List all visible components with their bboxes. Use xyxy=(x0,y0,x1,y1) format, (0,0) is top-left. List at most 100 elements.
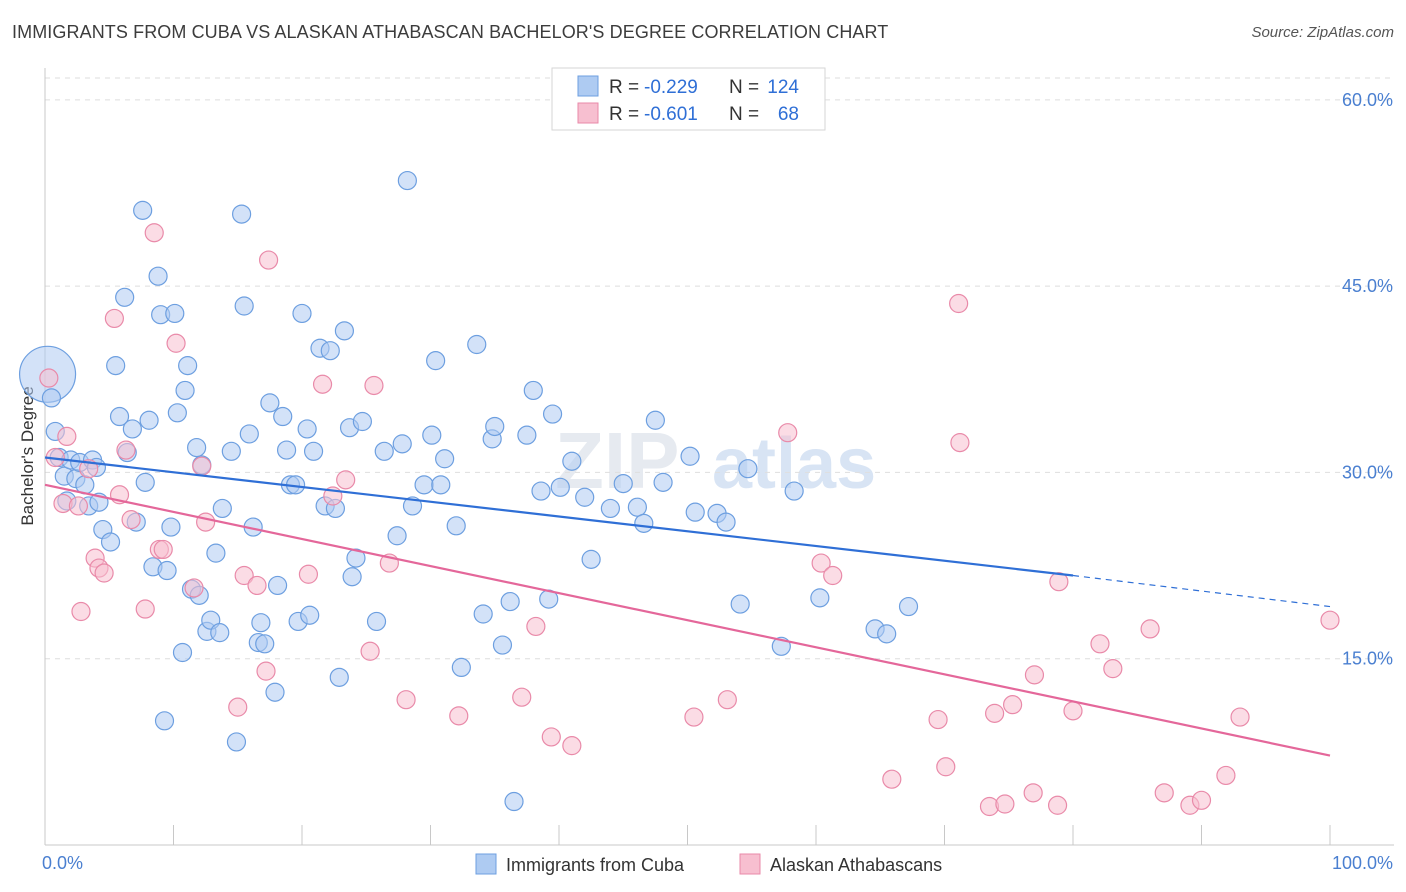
data-point xyxy=(178,356,198,376)
data-point xyxy=(1049,572,1069,592)
data-point xyxy=(166,333,186,353)
y-tick-label: 30.0% xyxy=(1342,462,1393,482)
data-point xyxy=(115,287,135,307)
data-point xyxy=(122,419,142,439)
series-legend: Immigrants from Cuba Alaskan Athabascans xyxy=(475,853,942,875)
data-point xyxy=(1191,790,1212,810)
bottom-legend-swatch-athabascan xyxy=(739,853,761,875)
data-point xyxy=(1216,765,1236,786)
data-point xyxy=(985,703,1005,723)
data-point xyxy=(451,657,471,678)
bottom-legend-label-cuba: Immigrants from Cuba xyxy=(506,855,685,875)
data-point xyxy=(531,481,551,501)
data-point xyxy=(256,661,276,681)
data-point xyxy=(485,416,505,437)
axes xyxy=(44,68,1394,846)
data-point xyxy=(104,308,124,329)
data-point xyxy=(1103,659,1123,679)
data-point xyxy=(226,732,247,752)
data-point xyxy=(232,204,252,224)
watermark: ZIP atlas xyxy=(555,416,876,505)
data-point xyxy=(221,441,241,461)
trend-line-cuba xyxy=(44,456,1074,577)
data-point xyxy=(936,757,956,777)
data-point xyxy=(684,707,704,727)
data-point xyxy=(1230,707,1250,727)
data-point xyxy=(71,601,91,622)
data-point xyxy=(206,543,226,563)
data-point xyxy=(449,706,469,726)
data-point xyxy=(1003,695,1023,715)
data-point xyxy=(882,769,902,789)
data-point xyxy=(267,575,288,596)
data-point xyxy=(154,711,175,731)
data-point xyxy=(148,266,168,286)
data-point xyxy=(950,433,970,453)
data-point xyxy=(778,423,798,443)
data-point xyxy=(784,481,804,501)
data-point xyxy=(1140,619,1160,639)
data-point xyxy=(1023,783,1043,803)
data-point xyxy=(135,472,155,492)
data-point xyxy=(258,250,279,270)
chart-source: Source: ZipAtlas.com xyxy=(1251,24,1394,41)
data-point xyxy=(738,459,758,479)
data-point xyxy=(645,410,665,430)
data-point xyxy=(928,709,948,730)
data-point xyxy=(292,303,312,324)
series-layer xyxy=(18,170,1340,817)
data-point xyxy=(228,697,248,717)
data-point xyxy=(265,682,285,702)
legend-swatch-athabascan xyxy=(577,102,599,124)
data-point xyxy=(541,727,561,747)
data-point xyxy=(239,424,259,444)
chart-title: IMMIGRANTS FROM CUBA VS ALASKAN ATHABASC… xyxy=(12,22,889,42)
data-point xyxy=(504,791,524,812)
data-point xyxy=(94,563,114,583)
data-point xyxy=(157,560,177,581)
data-point xyxy=(627,497,647,517)
data-point xyxy=(260,393,280,413)
data-point xyxy=(467,334,487,355)
data-point xyxy=(320,341,340,361)
data-point xyxy=(542,404,563,424)
correlation-legend: R = -0.229 N = 124 R = -0.601 N = 68 xyxy=(551,67,826,131)
data-point xyxy=(949,293,969,314)
data-point xyxy=(106,356,126,376)
data-point xyxy=(512,687,532,707)
data-point xyxy=(1047,795,1068,815)
data-point xyxy=(298,564,319,584)
data-point xyxy=(172,642,193,663)
data-point xyxy=(473,604,493,624)
data-point xyxy=(730,594,750,614)
data-point xyxy=(613,473,633,494)
data-point xyxy=(300,605,320,625)
data-point xyxy=(79,459,99,479)
y-axis-title: Bachelor's Degree xyxy=(18,386,37,525)
y-tick-label: 15.0% xyxy=(1342,649,1393,669)
data-point xyxy=(823,565,843,586)
data-point xyxy=(562,736,582,756)
data-point xyxy=(431,475,451,495)
legend-swatch-cuba xyxy=(577,75,599,97)
legend-r-value-cuba: -0.229 xyxy=(644,77,698,98)
data-point xyxy=(234,565,254,586)
data-point xyxy=(422,425,442,445)
trend-line-athabascan xyxy=(44,483,1331,757)
data-point xyxy=(175,380,195,401)
data-point xyxy=(165,303,185,324)
data-point xyxy=(255,634,275,654)
x-tick-labels: 0.0% 100.0% xyxy=(42,853,1393,873)
legend-n-label-athabascan: N = xyxy=(729,104,759,125)
data-point xyxy=(133,200,153,220)
data-point xyxy=(898,596,919,617)
data-point xyxy=(517,425,537,445)
data-point xyxy=(273,406,293,427)
data-point xyxy=(810,588,830,608)
data-point xyxy=(167,403,187,423)
data-point xyxy=(312,374,333,394)
data-point xyxy=(550,477,570,497)
data-point xyxy=(144,223,164,243)
data-point xyxy=(680,446,700,466)
data-point xyxy=(811,553,831,573)
